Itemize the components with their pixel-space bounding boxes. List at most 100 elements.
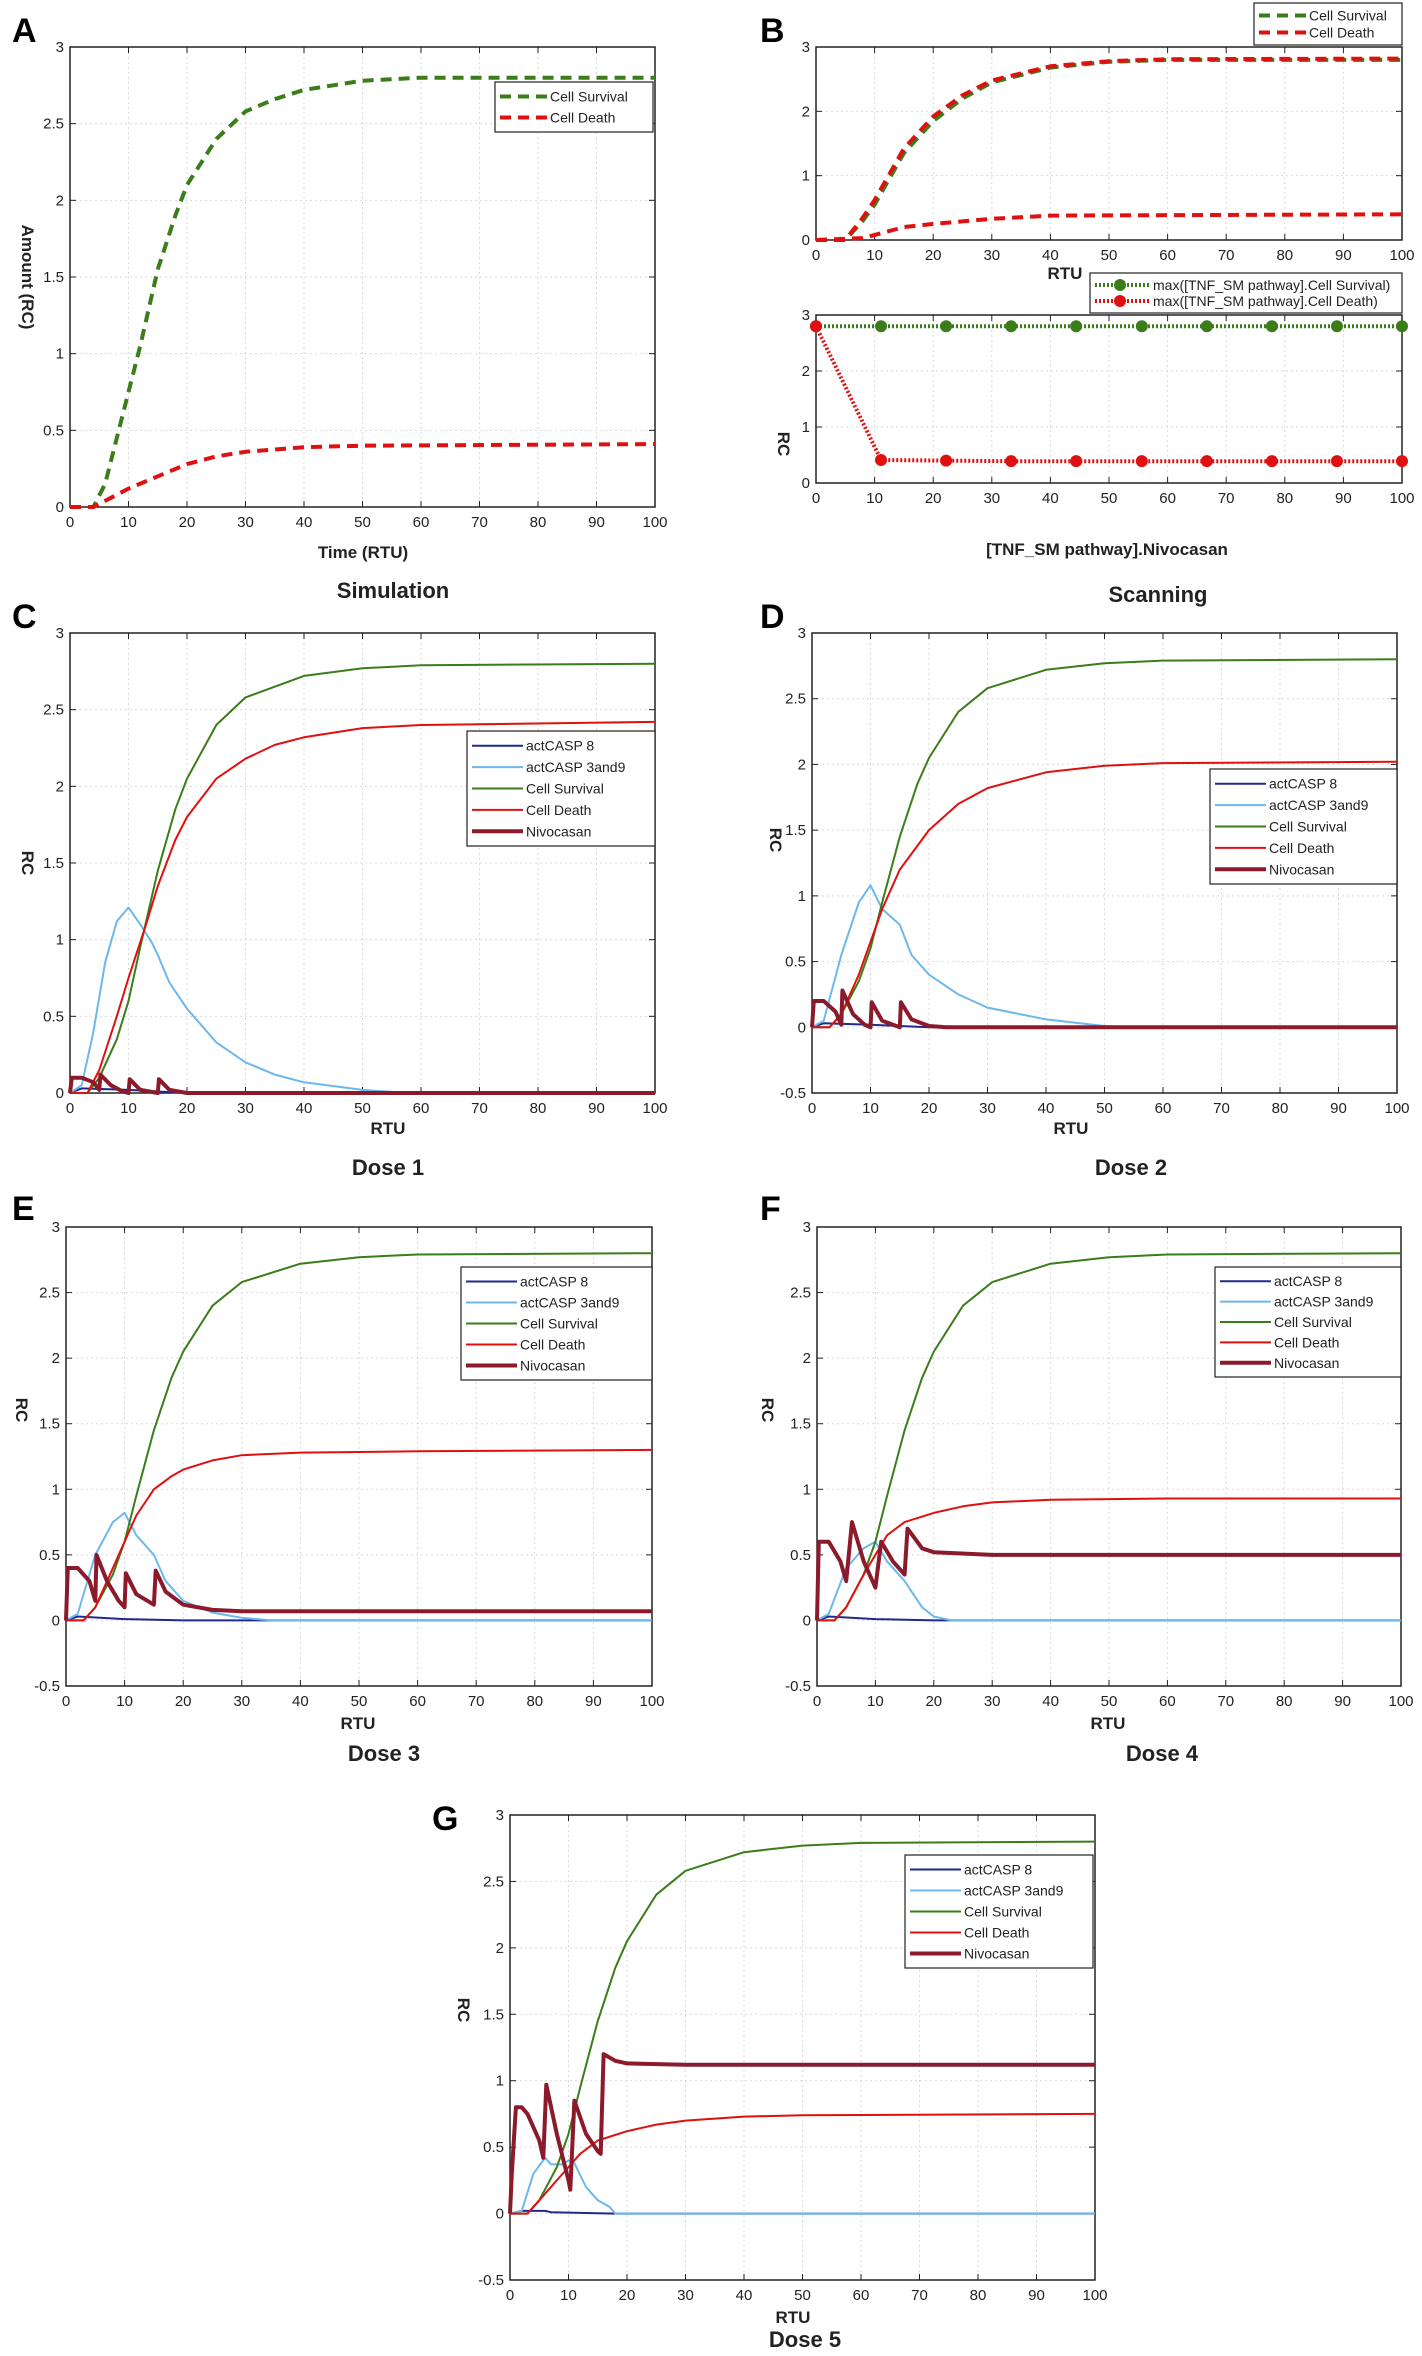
panel-b2: 0 10 20 30 40 50 60 70 80 90 100 0 1 2 3 max([TNF_SM pa… [774,272,1415,607]
series-line-nivocasan [68,1072,655,1095]
x-tick-label: 30 [979,1100,996,1117]
y-axis-label: RC [766,828,785,853]
x-tick-label: 100 [1389,247,1414,264]
x-tick-label: 0 [813,1693,821,1710]
series-line-cell-survival [510,1840,1096,2215]
legend-label: Nivocasan [1269,861,1334,877]
panel-letter: B [760,12,785,50]
legend-label: actCASP 8 [526,738,594,754]
panel-letter: A [12,12,37,50]
panel-c: 0 10 20 30 40 50 60 70 80 90 100 0 0.5 1 1.5 2 2.5 3 actCA… [12,598,668,1180]
x-tick-label: 90 [1330,1100,1347,1117]
data-point [1265,455,1278,468]
y-tick-label: 1 [798,888,806,905]
series-line-cell-survival [70,75,655,509]
y-axis-label: Amount (RC) [18,225,37,330]
x-tick-label: 40 [296,514,313,531]
x-tick-label: 60 [413,514,430,531]
legend-label: actCASP 8 [520,1274,588,1290]
x-tick-label: 10 [116,1693,133,1710]
x-tick-label: 90 [1334,1693,1351,1710]
x-tick-label: 70 [468,1693,485,1710]
series-line-actcasp-3and9 [509,2156,1095,2215]
panel-letter: C [12,598,37,636]
legend-marker [1114,279,1126,291]
data-point [1396,320,1408,333]
x-tick-label: 50 [794,2287,811,2304]
x-tick-label: 40 [1038,1100,1055,1117]
x-tick-label: 10 [867,1693,884,1710]
panel-e: 0 10 20 30 40 50 60 70 80 90 100-0.500.511.522.53a… [12,1190,665,1766]
x-tick-label: 20 [179,1100,196,1117]
panel-caption: Dose 4 [1126,1741,1199,1766]
legend-box [494,81,654,133]
y-axis-label: RC [18,851,37,876]
x-tick-label: 40 [1042,247,1059,264]
series-line-cell-death [817,1497,1401,1622]
panel-letter: E [12,1190,35,1228]
y-axis-label: RC [454,1998,473,2023]
y-tick-label: 3 [802,39,810,56]
panel-b: 0 10 20 30 40 50 60 70 80 90 100 0 1 2 3 Cell SurvivalC… [760,2,1415,283]
axes-frame [816,1226,1402,1687]
x-tick-label: 30 [983,247,1000,264]
series-line-cell-survival [70,662,656,1094]
legend-label: Nivocasan [964,1946,1029,1962]
x-tick-label: 60 [853,2287,870,2304]
series-line-cell-death [816,56,1403,242]
x-tick-label: 50 [351,1693,368,1710]
y-tick-label: 2 [802,103,810,120]
data-point [1200,455,1213,468]
series-line-max-tnf-sm-pathway-cell-death- [814,325,1402,464]
y-tick-label: 1.5 [483,2006,504,2023]
x-tick-label: 80 [1276,490,1293,507]
series-line-actcasp-3and9 [816,1540,1401,1622]
x-tick-label: 20 [921,1100,938,1117]
y-tick-label: 0.5 [43,422,64,439]
y-tick-label: 0 [798,1019,806,1036]
series-line-actcasp-3and9 [69,906,655,1094]
series-line-cell-death [70,720,656,1094]
y-tick-label: 2.5 [43,702,64,719]
x-tick-label: 50 [1101,490,1118,507]
y-tick-label: 2.5 [790,1285,811,1302]
series-line-cell-death [812,760,1398,1029]
x-tick-label: 30 [237,514,254,531]
axes-frame [815,314,1403,484]
x-tick-label: 20 [925,1693,942,1710]
x-tick-label: 100 [1384,1100,1409,1117]
legend-box [1089,272,1403,314]
legend: max([TNF_SM pathway].Cell Survival)max([… [1089,272,1403,314]
x-tick-label: 20 [179,514,196,531]
x-tick-label: 30 [237,1100,254,1117]
data-point [1135,320,1148,333]
y-tick-label: 2 [803,1350,811,1367]
x-tick-label: 70 [1218,490,1235,507]
x-tick-label: 30 [677,2287,694,2304]
x-tick-label: 90 [1335,490,1352,507]
x-tick-label: 50 [354,1100,371,1117]
legend-label: Nivocasan [526,823,591,839]
y-tick-label: -0.5 [478,2272,504,2289]
data-point [1330,320,1343,333]
series-line-nivocasan [810,988,1397,1030]
panel-a: 0 10 20 30 40 50 60 70 80 90 100 0 0.5 1 1.5 2 2.5 3 Cell … [12,12,668,603]
y-tick-label: 1.5 [790,1416,811,1433]
x-tick-label: 80 [530,1100,547,1117]
x-tick-label: 30 [233,1693,250,1710]
x-tick-label: 0 [812,247,820,264]
y-tick-label: 3 [798,625,806,642]
axes-frame [815,46,1403,241]
legend-label: Nivocasan [520,1358,585,1374]
legend-box [466,730,656,847]
legend-label: Cell Death [964,1925,1029,1941]
x-tick-label: 60 [1159,490,1176,507]
data-point [1200,320,1213,333]
data-point [810,320,822,333]
data-point [875,320,888,333]
legend-label: actCASP 8 [964,1862,1032,1878]
y-axis-label: RC [774,432,793,457]
x-axis-label: Time (RTU) [318,543,408,562]
